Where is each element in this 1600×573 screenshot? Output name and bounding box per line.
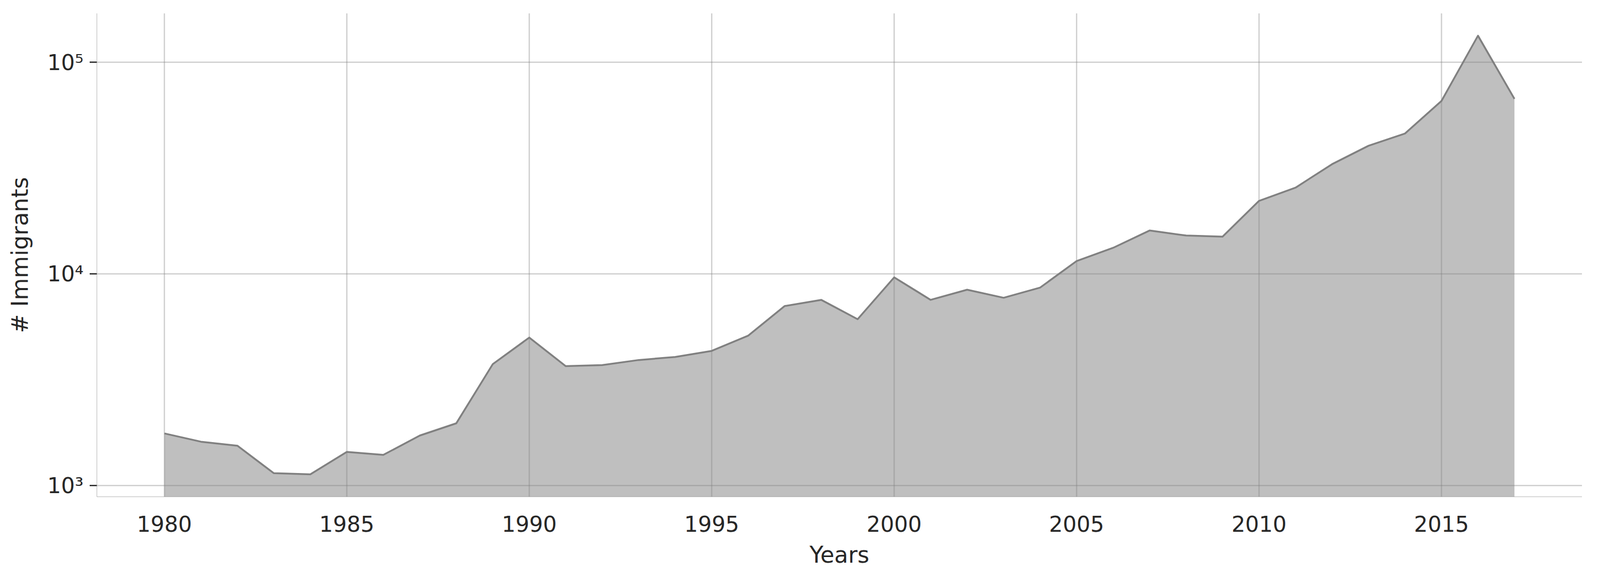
x-grid-line bbox=[711, 13, 713, 497]
x-tick-label: 2010 bbox=[1231, 511, 1287, 537]
x-axis-line bbox=[96, 496, 1582, 498]
x-grid-line bbox=[1258, 13, 1260, 497]
plot-area bbox=[164, 35, 1515, 497]
x-tick-label: 1995 bbox=[684, 511, 740, 537]
line bbox=[164, 35, 1515, 475]
x-tick-label: 1985 bbox=[319, 511, 375, 537]
x-grid-line bbox=[1440, 13, 1443, 497]
x-grid-line bbox=[346, 13, 348, 497]
y-tick-mark bbox=[89, 484, 97, 487]
y-axis-label: # Immigrants bbox=[6, 177, 33, 334]
y-grid-line bbox=[96, 61, 1582, 63]
x-grid-line bbox=[528, 13, 531, 497]
x-grid-line bbox=[1075, 13, 1078, 497]
y-tick-mark bbox=[89, 61, 97, 63]
x-tick-label: 2000 bbox=[866, 511, 922, 537]
x-tick-label: 1990 bbox=[501, 511, 558, 537]
x-grid-line bbox=[163, 13, 166, 497]
x-tick-label: 2005 bbox=[1049, 511, 1105, 537]
x-axis-label: Years bbox=[809, 541, 870, 568]
y-grid-line bbox=[96, 273, 1582, 275]
x-grid-line bbox=[893, 13, 896, 497]
area bbox=[164, 35, 1515, 497]
y-tick-mark bbox=[89, 273, 97, 275]
y-axis-line bbox=[96, 13, 98, 497]
chart: 1980 1985 1990 1995 2000 2005 2010 2015 10³ 10⁴ 10… bbox=[0, 0, 1600, 573]
y-tick-label: 10³ bbox=[47, 473, 84, 499]
y-tick-label: 10⁴ bbox=[47, 261, 84, 287]
y-grid-line bbox=[96, 484, 1582, 487]
y-tick-label: 10⁵ bbox=[47, 49, 84, 76]
x-tick-label: 2015 bbox=[1413, 511, 1470, 537]
x-tick-label: 1980 bbox=[137, 511, 193, 537]
